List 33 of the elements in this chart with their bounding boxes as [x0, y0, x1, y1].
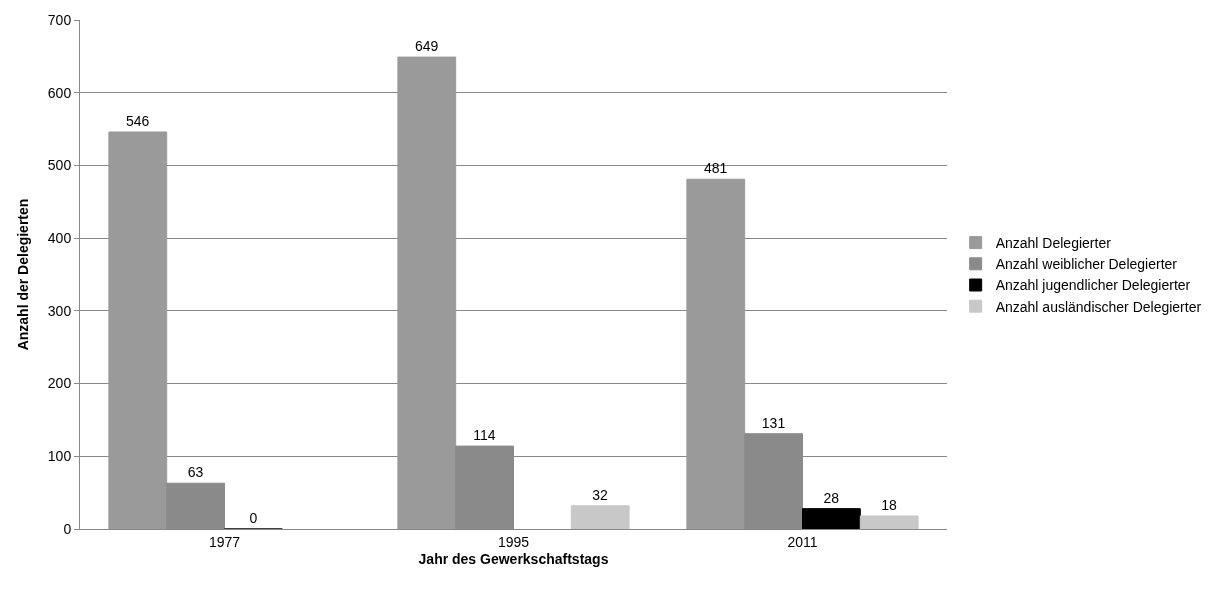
bar — [570, 505, 630, 529]
legend-label: Anzahl ausländischer Delegierter — [995, 298, 1202, 315]
data-label: 63 — [187, 464, 204, 481]
data-label: 131 — [761, 414, 786, 431]
data-label: 649 — [415, 38, 439, 55]
legend-label: Anzahl Delegierter — [995, 235, 1112, 252]
data-label: 28 — [823, 489, 840, 506]
y-tick-label: 400 — [47, 230, 72, 247]
legend-label: Anzahl jugendlicher Delegierter — [995, 277, 1191, 294]
bar — [108, 131, 168, 529]
y-tick-label: 300 — [47, 302, 72, 319]
data-label: 32 — [592, 486, 609, 503]
data-label: 0 — [249, 510, 258, 526]
bar — [397, 56, 457, 529]
x-tick-label: 1977 — [208, 533, 241, 550]
data-label: 546 — [126, 112, 150, 129]
data-label: 18 — [881, 496, 898, 513]
bar — [802, 508, 861, 529]
legend-label: Anzahl weiblicher Delegierter — [995, 256, 1178, 273]
y-tick-label: 200 — [47, 375, 72, 392]
y-axis-title: Anzahl der Delegierten — [15, 198, 32, 351]
y-tick-label: 0 — [63, 520, 72, 537]
data-label: 114 — [473, 427, 496, 444]
y-tick-label: 700 — [47, 11, 72, 28]
x-axis-title: Jahr des Gewerkschaftstags — [418, 551, 609, 568]
y-tick-label: 500 — [47, 157, 72, 174]
data-label: 481 — [704, 160, 728, 177]
x-tick-label: 2011 — [787, 533, 818, 550]
bar — [859, 515, 919, 529]
y-tick-label: 600 — [47, 84, 72, 101]
bar — [686, 178, 746, 529]
x-tick-label: 1995 — [497, 533, 530, 550]
y-tick-label: 100 — [47, 448, 72, 465]
